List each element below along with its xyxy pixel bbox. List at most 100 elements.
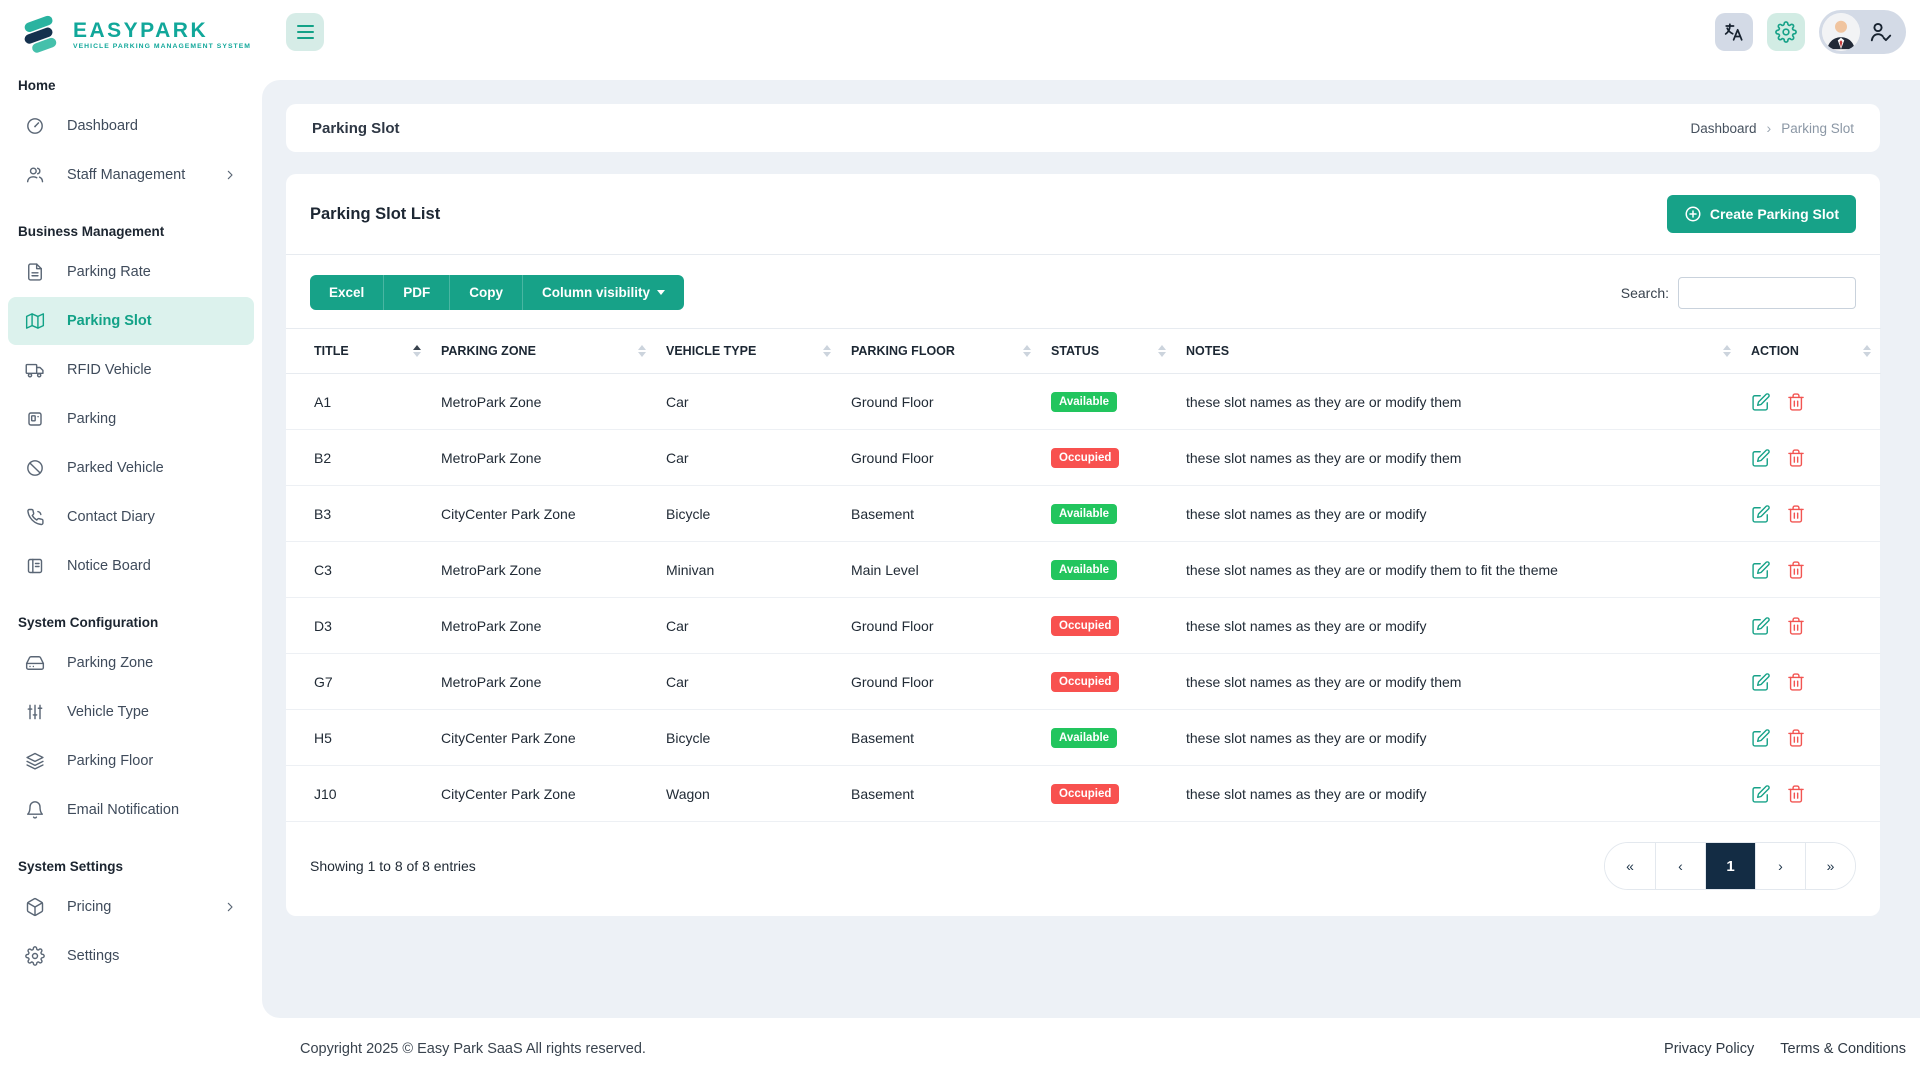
table-row: B2 MetroPark Zone Car Ground Floor Occupied t…: [286, 429, 1881, 486]
breadcrumb-dashboard[interactable]: Dashboard: [1690, 120, 1757, 136]
chevron-right-icon: [222, 167, 238, 183]
pagination-page-1[interactable]: 1: [1705, 843, 1755, 889]
cell-parking-zone: MetroPark Zone: [431, 373, 656, 430]
delete-button[interactable]: [1786, 560, 1806, 580]
cell-action: [1741, 541, 1881, 598]
delete-button[interactable]: [1786, 672, 1806, 692]
sidebar-item-contact-diary[interactable]: Contact Diary: [8, 493, 254, 541]
sidebar-item-vehicle-type[interactable]: Vehicle Type: [8, 688, 254, 736]
column-visibility-dropdown[interactable]: Column visibility: [522, 275, 685, 310]
sidebar-item-parking[interactable]: Parking: [8, 395, 254, 443]
delete-button[interactable]: [1786, 504, 1806, 524]
delete-button[interactable]: [1786, 728, 1806, 748]
edit-button[interactable]: [1751, 728, 1771, 748]
column-header-action[interactable]: ACTION: [1741, 328, 1881, 374]
sidebar-item-email-notification[interactable]: Email Notification: [8, 786, 254, 834]
sidebar-item-rfid-vehicle[interactable]: RFID Vehicle: [8, 346, 254, 394]
cell-vehicle-type: Bicycle: [656, 485, 841, 542]
cell-title: A1: [286, 373, 431, 430]
cell-title: G7: [286, 653, 431, 710]
topbar: [262, 0, 1920, 64]
sort-icon: [1023, 344, 1031, 358]
edit-button[interactable]: [1751, 560, 1771, 580]
sidebar-toggle-button[interactable]: [286, 13, 324, 51]
status-badge: Occupied: [1051, 615, 1120, 636]
sidebar-item-parking-zone[interactable]: Parking Zone: [8, 639, 254, 687]
dashboard-icon: [24, 115, 46, 137]
column-header-parking-zone[interactable]: PARKING ZONE: [431, 328, 656, 374]
sidebar-item-label: Email Notification: [67, 802, 180, 818]
entries-info: Showing 1 to 8 of 8 entries: [310, 858, 476, 874]
sidebar-item-notice-board[interactable]: Notice Board: [8, 542, 254, 590]
edit-button[interactable]: [1751, 504, 1771, 524]
sidebar-item-parking-rate[interactable]: Parking Rate: [8, 248, 254, 296]
sidebar-item-settings[interactable]: Settings: [8, 932, 254, 980]
column-label: PARKING FLOOR: [851, 344, 955, 358]
footer-links: Privacy Policy Terms & Conditions: [1664, 1041, 1906, 1057]
settings-button[interactable]: [1767, 13, 1805, 51]
table-row: C3 MetroPark Zone Minivan Main Level Availab…: [286, 541, 1881, 598]
terms-conditions-link[interactable]: Terms & Conditions: [1780, 1041, 1906, 1057]
edit-button[interactable]: [1751, 616, 1771, 636]
sidebar-item-label: Dashboard: [67, 118, 138, 134]
table-row: G7 MetroPark Zone Car Ground Floor Occupied t…: [286, 653, 1881, 710]
sidebar-item-label: Vehicle Type: [67, 704, 149, 720]
chevron-right-icon: [222, 899, 238, 915]
cell-action: [1741, 765, 1881, 822]
edit-icon: [1752, 672, 1770, 691]
column-header-vehicle-type[interactable]: VEHICLE TYPE: [656, 328, 841, 374]
sidebar-item-label: Parking: [67, 411, 117, 427]
create-parking-slot-button[interactable]: Create Parking Slot: [1666, 195, 1856, 233]
language-button[interactable]: [1715, 13, 1753, 51]
copy-button[interactable]: Copy: [449, 275, 523, 310]
pagination-next[interactable]: ›: [1755, 843, 1805, 889]
pdf-export-button[interactable]: PDF: [383, 275, 450, 310]
delete-button[interactable]: [1786, 616, 1806, 636]
cell-status: Available: [1041, 373, 1176, 430]
sidebar-item-label: Notice Board: [67, 558, 151, 574]
sidebar-item-label: Parking Rate: [67, 264, 151, 280]
edit-button[interactable]: [1751, 672, 1771, 692]
privacy-policy-link[interactable]: Privacy Policy: [1664, 1041, 1755, 1057]
truck-icon: [24, 359, 46, 381]
edit-button[interactable]: [1751, 784, 1771, 804]
sidebar-section: System Configuration Parking Zone Vehicle …: [0, 591, 262, 834]
edit-button[interactable]: [1751, 392, 1771, 412]
table-header-row: TITLE PARKING ZONE VEHICLE TYPE PARKING FLO…: [286, 328, 1881, 374]
edit-icon: [1752, 504, 1770, 523]
edit-button[interactable]: [1751, 448, 1771, 468]
file-text-icon: [24, 261, 46, 283]
cell-notes: these slot names as they are or modify: [1176, 765, 1741, 822]
parking-meter-icon: [24, 408, 46, 430]
sidebar-item-parking-slot[interactable]: Parking Slot: [8, 297, 254, 345]
parking-slot-list-card: Parking Slot List Create Parking Slot Ex…: [286, 174, 1881, 916]
translate-icon: [1723, 21, 1745, 43]
column-header-title[interactable]: TITLE: [286, 328, 431, 374]
pagination-prev[interactable]: ‹: [1655, 843, 1705, 889]
pagination-last[interactable]: »: [1805, 843, 1855, 889]
trash-icon: [1788, 448, 1804, 467]
copyright-text: Copyright 2025 © Easy Park SaaS All righ…: [300, 1041, 646, 1057]
column-header-notes[interactable]: NOTES: [1176, 328, 1741, 374]
pagination-first[interactable]: «: [1605, 843, 1655, 889]
search-input[interactable]: [1678, 276, 1856, 309]
sidebar-item-staff-management[interactable]: Staff Management: [8, 151, 254, 199]
user-menu-button[interactable]: [1819, 10, 1906, 54]
delete-button[interactable]: [1786, 448, 1806, 468]
delete-button[interactable]: [1786, 392, 1806, 412]
cell-parking-floor: Ground Floor: [841, 429, 1041, 486]
excel-export-button[interactable]: Excel: [310, 275, 384, 310]
sidebar-item-parked-vehicle[interactable]: Parked Vehicle: [8, 444, 254, 492]
status-badge: Available: [1051, 559, 1118, 580]
cell-parking-zone: CityCenter Park Zone: [431, 765, 656, 822]
delete-button[interactable]: [1786, 784, 1806, 804]
trash-icon: [1788, 504, 1804, 523]
column-header-parking-floor[interactable]: PARKING FLOOR: [841, 328, 1041, 374]
sidebar-item-parking-floor[interactable]: Parking Floor: [8, 737, 254, 785]
sidebar-item-dashboard[interactable]: Dashboard: [8, 102, 254, 150]
cell-notes: these slot names as they are or modify t…: [1176, 373, 1741, 430]
edit-icon: [1752, 560, 1770, 579]
sidebar-item-pricing[interactable]: Pricing: [8, 883, 254, 931]
column-header-status[interactable]: STATUS: [1041, 328, 1176, 374]
